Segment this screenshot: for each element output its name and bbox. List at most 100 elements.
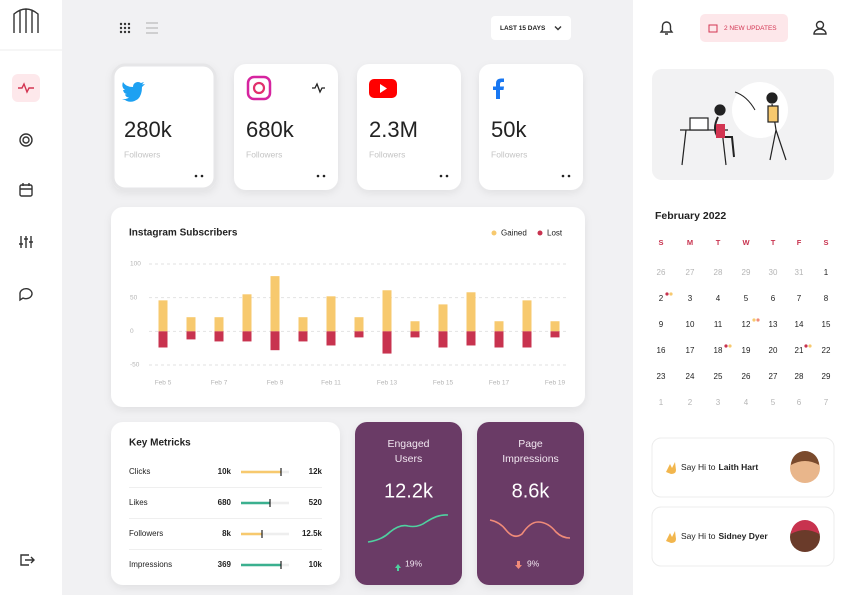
bar <box>298 317 308 332</box>
bell-icon[interactable] <box>659 21 674 35</box>
legend-swatch <box>537 230 543 236</box>
greeting-name[interactable]: Laith Hart <box>719 462 759 472</box>
legend-swatch <box>491 230 497 236</box>
calendar-day[interactable]: 18 <box>714 346 723 355</box>
bar <box>466 331 476 346</box>
menu-dot[interactable] <box>567 174 571 178</box>
calendar-day[interactable]: 7 <box>797 294 802 303</box>
period-button[interactable] <box>491 16 571 40</box>
calendar-day[interactable]: 31 <box>795 268 804 277</box>
calendar-day[interactable]: 3 <box>716 398 721 407</box>
menu-dot[interactable] <box>322 174 326 178</box>
activity-icon <box>312 82 325 94</box>
social-card <box>479 64 583 190</box>
nav-activity[interactable] <box>18 82 34 94</box>
menu-dot[interactable] <box>439 174 443 178</box>
calendar-day[interactable]: 13 <box>769 320 778 329</box>
follower-label: Followers <box>124 149 160 159</box>
calendar-day[interactable]: 20 <box>769 346 778 355</box>
calendar-day[interactable]: 12 <box>742 320 751 329</box>
x-tick-label: Feb 7 <box>211 380 228 387</box>
calendar-day[interactable]: 7 <box>824 398 829 407</box>
calendar-day[interactable]: 19 <box>742 346 751 355</box>
event-dot <box>669 292 673 296</box>
calendar-day[interactable]: 17 <box>686 346 695 355</box>
bar <box>550 331 560 338</box>
calendar-day[interactable]: 6 <box>771 294 776 303</box>
updates-button[interactable] <box>700 14 788 42</box>
nav-target[interactable] <box>19 133 33 147</box>
calendar-day[interactable]: 14 <box>795 320 804 329</box>
calendar-day[interactable]: 29 <box>742 268 751 277</box>
bar <box>466 292 476 332</box>
bar <box>270 331 280 351</box>
grid-view-toggle[interactable] <box>119 22 131 34</box>
calendar-month: February 2022 <box>655 210 726 222</box>
greeting-card <box>651 506 835 567</box>
y-tick-label: -50 <box>130 362 140 369</box>
calendar-day[interactable]: 9 <box>659 320 664 329</box>
event-dot <box>804 344 808 348</box>
calendar-day[interactable]: 27 <box>769 372 778 381</box>
calendar-day[interactable]: 15 <box>822 320 831 329</box>
legend-label: Lost <box>547 229 563 238</box>
updates-label: 2 NEW UPDATES <box>724 25 777 32</box>
calendar-day[interactable]: 8 <box>824 294 829 303</box>
period-label: LAST 15 DAYS <box>500 25 546 32</box>
calendar-day[interactable]: 4 <box>716 294 721 303</box>
follower-label: Followers <box>491 149 527 159</box>
calendar-day[interactable]: 3 <box>688 294 693 303</box>
calendar-day[interactable]: 1 <box>824 268 829 277</box>
calendar-day[interactable]: 21 <box>795 346 804 355</box>
menu-dot[interactable] <box>316 174 320 178</box>
calendar-day[interactable]: 4 <box>744 398 749 407</box>
calendar-day[interactable]: 5 <box>744 294 749 303</box>
list-view-toggle[interactable] <box>146 22 158 34</box>
greeting-card <box>651 437 835 498</box>
calendar-day[interactable]: 29 <box>822 372 831 381</box>
key-metrics-card <box>111 422 340 585</box>
calendar-day[interactable]: 26 <box>657 268 666 277</box>
calendar-day[interactable]: 24 <box>686 372 695 381</box>
greeting-name[interactable]: Sidney Dyer <box>719 531 769 541</box>
bar <box>354 317 364 332</box>
instagram-lens <box>252 81 266 95</box>
calendar-day[interactable]: 1 <box>659 398 664 407</box>
social-card <box>234 64 338 190</box>
menu-dot[interactable] <box>445 174 449 178</box>
event-dot <box>808 344 812 348</box>
calendar-day[interactable]: 30 <box>769 268 778 277</box>
calendar-day[interactable]: 28 <box>714 268 723 277</box>
calendar-day[interactable]: 16 <box>657 346 666 355</box>
calendar-day[interactable]: 6 <box>797 398 802 407</box>
bar <box>158 300 168 332</box>
bar <box>438 304 448 332</box>
nav-chat[interactable] <box>19 287 33 302</box>
calendar-day[interactable]: 28 <box>795 372 804 381</box>
calendar-day[interactable]: 27 <box>686 268 695 277</box>
calendar-day[interactable]: 26 <box>742 372 751 381</box>
calendar-day[interactable]: 2 <box>688 398 693 407</box>
calendar-day[interactable]: 10 <box>686 320 695 329</box>
x-tick-label: Feb 17 <box>489 380 510 387</box>
menu-dot[interactable] <box>200 174 204 178</box>
nav-logout[interactable] <box>20 554 35 566</box>
bar <box>242 294 252 332</box>
calendar-day[interactable]: 22 <box>822 346 831 355</box>
metric-label: Followers <box>129 529 163 538</box>
illustration <box>680 82 788 166</box>
nav-calendar[interactable] <box>19 183 33 197</box>
profile-icon[interactable] <box>813 20 827 35</box>
calendar-day[interactable]: 25 <box>714 372 723 381</box>
follower-label: Followers <box>369 149 405 159</box>
calendar-day[interactable]: 2 <box>659 294 664 303</box>
calendar-day[interactable]: 5 <box>771 398 776 407</box>
menu-dot[interactable] <box>194 174 198 178</box>
calendar-day[interactable]: 23 <box>657 372 666 381</box>
calendar-day[interactable]: 11 <box>714 320 723 329</box>
nav-settings[interactable] <box>19 236 33 248</box>
metric-from: 8k <box>222 529 231 538</box>
menu-dot[interactable] <box>561 174 565 178</box>
